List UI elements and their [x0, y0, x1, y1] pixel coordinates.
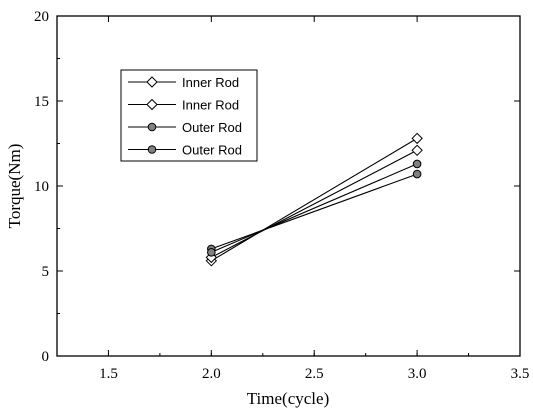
legend-item: Outer Rod — [128, 143, 242, 158]
legend-item: Outer Rod — [128, 120, 242, 135]
legend-box — [120, 69, 258, 162]
x-tick-label: 3.0 — [408, 366, 427, 382]
x-axis-title: Time(cycle) — [247, 389, 329, 408]
y-tick-label: 5 — [42, 264, 50, 280]
x-tick-label: 1.5 — [99, 366, 118, 382]
legend-item: Inner Rod — [128, 98, 239, 113]
legend-label: Outer Rod — [182, 120, 242, 135]
y-tick-label: 10 — [34, 179, 49, 195]
tick-labels: 1.5 2.0 2.5 3.0 3.5 0 5 10 15 20 — [34, 9, 529, 382]
y-tick-label: 0 — [42, 349, 50, 365]
x-tick-label: 3.5 — [511, 366, 530, 382]
series-line — [211, 163, 418, 253]
plot-frame — [56, 15, 521, 357]
series-line — [211, 173, 418, 250]
data-point — [207, 248, 216, 257]
data-point — [411, 144, 423, 157]
legend-label: Outer Rod — [182, 143, 242, 158]
series-line — [211, 137, 418, 262]
data-point — [412, 169, 422, 179]
y-axis-title: Torque(Nm) — [5, 144, 24, 229]
tick-marks — [56, 15, 521, 357]
series-4 — [207, 159, 422, 257]
y-tick-label: 15 — [34, 94, 49, 110]
legend-marker — [146, 76, 158, 88]
legend-marker — [147, 122, 157, 132]
legend-item: Inner Rod — [128, 75, 239, 90]
series-line — [211, 149, 418, 258]
data-point — [412, 159, 422, 169]
legend: Inner Rod Inner Rod Outer Rod Outer Rod — [120, 69, 258, 162]
legend-label: Inner Rod — [182, 98, 239, 113]
legend-marker — [147, 145, 157, 154]
data-point — [411, 132, 423, 145]
legend-marker — [146, 98, 158, 111]
series-layer — [205, 132, 423, 267]
x-tick-label: 2.0 — [202, 366, 221, 382]
y-tick-label: 20 — [34, 9, 49, 25]
legend-label: Inner Rod — [182, 75, 239, 90]
x-tick-label: 2.5 — [305, 366, 324, 382]
